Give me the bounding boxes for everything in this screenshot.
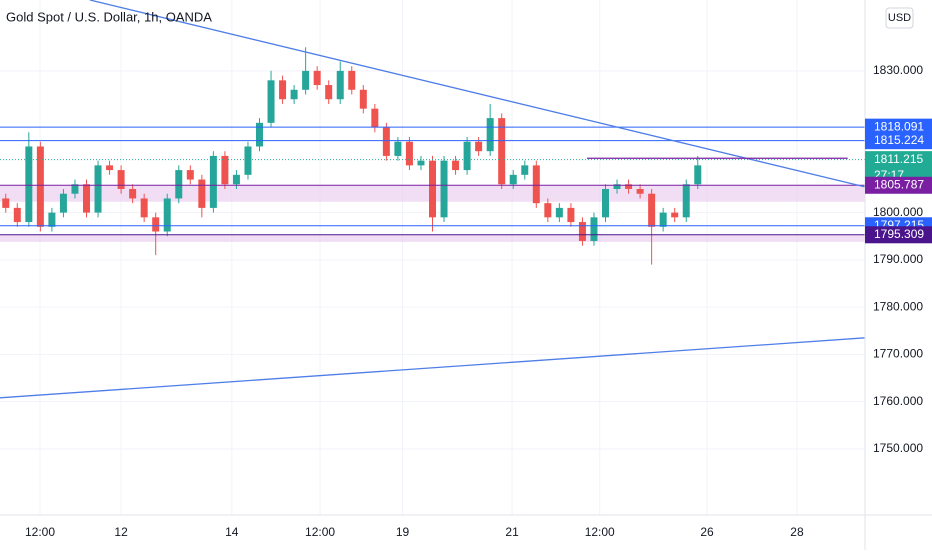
- candle-body: [198, 179, 206, 208]
- candle-body: [417, 160, 425, 166]
- candle-body: [509, 174, 517, 185]
- candle-body: [59, 193, 67, 213]
- candle-body: [555, 207, 563, 218]
- candle-body: [486, 118, 494, 152]
- candle-body: [209, 155, 217, 208]
- candle-body: [359, 89, 367, 109]
- candle-body: [25, 146, 33, 223]
- price-label-box: [865, 226, 932, 244]
- x-tick-label: 12:00: [25, 525, 55, 539]
- x-tick-label: 12: [114, 525, 128, 539]
- candle-body: [129, 188, 137, 199]
- y-tick-label: 1750.000: [873, 441, 923, 455]
- x-tick-label: 19: [396, 525, 410, 539]
- candle-body: [671, 212, 679, 218]
- candle-body: [578, 222, 586, 241]
- candle-body: [152, 217, 160, 232]
- candle-body: [475, 141, 483, 152]
- y-tick-label: 1830.000: [873, 63, 923, 77]
- candle-body: [648, 193, 656, 227]
- candle-body: [256, 122, 263, 147]
- x-tick-label: 12:00: [305, 525, 335, 539]
- chart-title: Gold Spot / U.S. Dollar, 1h, OANDA: [6, 9, 212, 24]
- y-tick-label: 1760.000: [873, 394, 923, 408]
- y-tick-label: 1790.000: [873, 252, 923, 266]
- candle-body: [267, 80, 275, 123]
- trend-line: [0, 337, 866, 399]
- price-label: 1811.215: [874, 152, 923, 166]
- candle-body: [694, 165, 702, 185]
- candle-body: [544, 203, 552, 218]
- price-label: 1815.224: [874, 133, 924, 147]
- x-tick-label: 14: [225, 525, 239, 539]
- candle-body: [590, 217, 598, 241]
- candle-body: [371, 108, 379, 128]
- x-tick-label: 26: [700, 525, 714, 539]
- price-label-box: [865, 132, 932, 150]
- candle-body: [382, 127, 390, 156]
- candle-body: [532, 165, 540, 204]
- price-label: 1795.309: [874, 227, 924, 241]
- candle-body: [348, 70, 356, 90]
- y-tick-label: 1800.000: [873, 205, 923, 219]
- candle-body: [94, 165, 102, 213]
- price-label-box: [865, 118, 932, 136]
- candle-body: [636, 188, 644, 194]
- candle-body: [290, 89, 298, 100]
- candle-body: [567, 207, 575, 223]
- currency-label: USD: [888, 12, 911, 24]
- candle-body: [140, 198, 148, 218]
- candle-body: [2, 198, 10, 208]
- candle-body: [186, 170, 194, 180]
- trend-line: [89, 0, 866, 188]
- candle-body: [336, 70, 344, 100]
- candle-body: [682, 184, 690, 218]
- candle-body: [106, 165, 114, 171]
- candle-body: [659, 212, 667, 227]
- y-tick-label: 1780.000: [873, 299, 923, 313]
- candle-body: [429, 160, 436, 218]
- candle-body: [325, 85, 333, 100]
- price-label: 1818.091: [874, 119, 924, 133]
- candle-body: [232, 174, 240, 185]
- candle-body: [498, 118, 506, 185]
- candle-body: [244, 146, 252, 175]
- candle-body: [313, 70, 321, 86]
- candle-body: [463, 141, 471, 171]
- candle-body: [452, 160, 460, 171]
- candle-body: [175, 170, 183, 199]
- x-tick-label: 21: [505, 525, 519, 539]
- price-label: 1805.787: [874, 177, 924, 191]
- candle-body: [48, 212, 56, 227]
- candle-body: [625, 184, 633, 189]
- candle-body: [163, 198, 171, 232]
- candle-body: [71, 184, 79, 194]
- candle-body: [13, 207, 21, 223]
- currency-button[interactable]: [885, 7, 914, 29]
- candle-body: [602, 188, 609, 218]
- x-tick-label: 28: [790, 525, 804, 539]
- candle-body: [302, 70, 310, 90]
- candle-body: [394, 141, 402, 156]
- candle-body: [405, 141, 413, 166]
- candle-body: [36, 146, 44, 227]
- candle-body: [83, 184, 90, 213]
- candle-body: [613, 184, 621, 189]
- y-tick-label: 1770.000: [873, 347, 923, 361]
- candle-body: [221, 155, 229, 185]
- candle-body: [440, 160, 448, 218]
- candle-body: [279, 80, 287, 100]
- candle-body: [521, 165, 529, 175]
- x-tick-label: 12:00: [585, 525, 615, 539]
- candle-body: [117, 170, 125, 189]
- zone: [0, 234, 865, 242]
- price-label-box: [865, 176, 932, 194]
